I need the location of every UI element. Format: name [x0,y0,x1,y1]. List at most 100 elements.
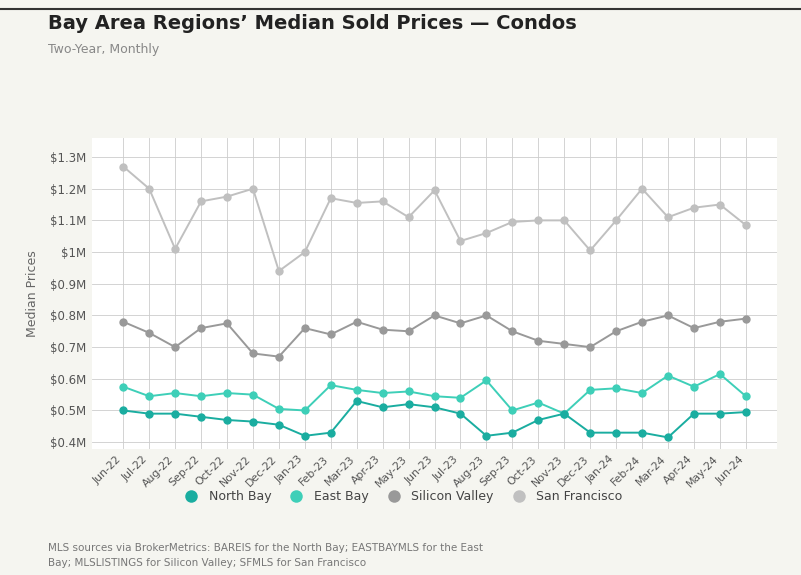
San Francisco [119,163,128,170]
North Bay [533,416,543,423]
Silicon Valley [326,331,336,338]
North Bay [326,429,336,436]
East Bay [586,386,595,393]
North Bay [300,432,310,439]
Legend: North Bay, East Bay, Silicon Valley, San Francisco: North Bay, East Bay, Silicon Valley, San… [174,485,627,508]
San Francisco [559,217,569,224]
San Francisco [429,187,439,194]
East Bay [481,377,491,384]
San Francisco [663,214,673,221]
North Bay [508,429,517,436]
North Bay [274,421,284,428]
East Bay [715,371,725,378]
San Francisco [248,185,258,192]
East Bay [119,384,128,390]
Line: North Bay: North Bay [120,397,749,441]
Silicon Valley [689,325,698,332]
Line: San Francisco: San Francisco [120,163,749,274]
San Francisco [378,198,388,205]
San Francisco [611,217,621,224]
Silicon Valley [196,325,206,332]
North Bay [663,434,673,441]
San Francisco [689,204,698,211]
San Francisco [326,195,336,202]
San Francisco [638,185,647,192]
Line: East Bay: East Bay [120,370,749,417]
Silicon Valley [171,344,180,351]
Silicon Valley [429,312,439,319]
San Francisco [222,193,231,200]
Silicon Valley [715,319,725,325]
San Francisco [352,200,361,206]
Silicon Valley [741,315,751,322]
Text: Bay; MLSLISTINGS for Silicon Valley; SFMLS for San Francisco: Bay; MLSLISTINGS for Silicon Valley; SFM… [48,558,366,568]
San Francisco [481,229,491,236]
Silicon Valley [533,338,543,344]
East Bay [222,390,231,397]
San Francisco [404,214,413,221]
San Francisco [533,217,543,224]
North Bay [378,404,388,411]
East Bay [300,407,310,414]
East Bay [611,385,621,392]
East Bay [352,386,361,393]
Silicon Valley [144,329,154,336]
North Bay [404,401,413,408]
East Bay [638,390,647,397]
San Francisco [508,218,517,225]
Silicon Valley [508,328,517,335]
East Bay [663,372,673,379]
Silicon Valley [248,350,258,357]
Silicon Valley [119,319,128,325]
North Bay [586,429,595,436]
North Bay [456,410,465,417]
Text: MLS sources via BrokerMetrics: BAREIS for the North Bay; EASTBAYMLS for the East: MLS sources via BrokerMetrics: BAREIS fo… [48,543,483,553]
San Francisco [274,267,284,274]
Silicon Valley [404,328,413,335]
Silicon Valley [352,319,361,325]
East Bay [144,393,154,400]
San Francisco [196,198,206,205]
East Bay [326,382,336,389]
San Francisco [456,237,465,244]
San Francisco [171,246,180,252]
North Bay [559,410,569,417]
North Bay [715,410,725,417]
East Bay [196,393,206,400]
North Bay [689,410,698,417]
East Bay [741,393,751,400]
North Bay [611,429,621,436]
North Bay [429,404,439,411]
Silicon Valley [481,312,491,319]
San Francisco [741,222,751,229]
North Bay [352,397,361,404]
Silicon Valley [222,320,231,327]
San Francisco [586,247,595,254]
Silicon Valley [456,320,465,327]
East Bay [248,391,258,398]
East Bay [456,394,465,401]
East Bay [378,390,388,397]
North Bay [119,407,128,414]
Text: Bay Area Regions’ Median Sold Prices — Condos: Bay Area Regions’ Median Sold Prices — C… [48,14,577,33]
North Bay [171,410,180,417]
Silicon Valley [663,312,673,319]
East Bay [533,399,543,406]
Text: Two-Year, Monthly: Two-Year, Monthly [48,43,159,56]
North Bay [196,413,206,420]
North Bay [222,416,231,423]
San Francisco [300,248,310,255]
Silicon Valley [611,328,621,335]
East Bay [171,390,180,397]
North Bay [144,410,154,417]
Silicon Valley [378,326,388,333]
East Bay [429,393,439,400]
Line: Silicon Valley: Silicon Valley [120,312,749,360]
East Bay [274,405,284,412]
Silicon Valley [300,325,310,332]
Silicon Valley [638,319,647,325]
San Francisco [715,201,725,208]
East Bay [689,384,698,390]
East Bay [559,410,569,417]
East Bay [404,388,413,395]
